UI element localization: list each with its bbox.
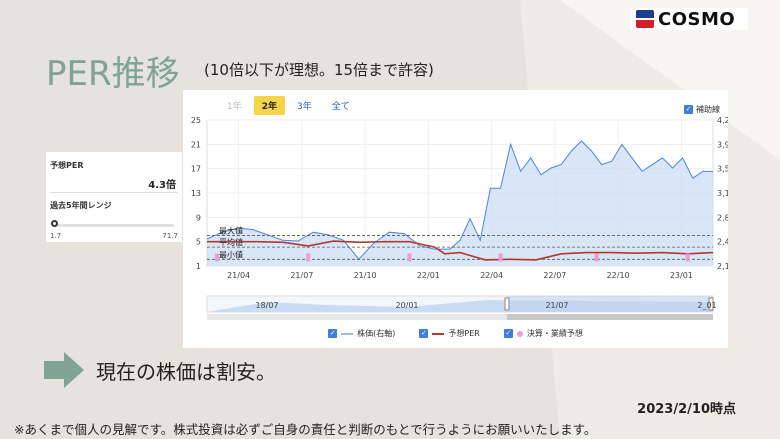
navigator-selection xyxy=(507,296,713,312)
legend-dot-swatch xyxy=(516,330,523,337)
conclusion-text: 現在の株価は割安。 xyxy=(96,360,276,384)
legend-price[interactable]: ✓ 株価(右軸) xyxy=(328,328,395,339)
range-marker xyxy=(51,220,58,227)
x-tick-label: 21/04 xyxy=(227,271,250,280)
divider xyxy=(50,192,178,193)
x-tick-label: 22/10 xyxy=(607,271,630,280)
legend-per[interactable]: ✓ 予想PER xyxy=(419,328,480,339)
tab-all[interactable]: 全て xyxy=(331,102,350,112)
y-left-tick-label: 5 xyxy=(196,238,201,247)
range-bar xyxy=(54,224,174,227)
y-right-tick-label: 3,900 xyxy=(717,140,728,149)
x-ticks: 21/04 21/07 21/10 22/01 22/04 22/07 22/10 23/01 xyxy=(227,271,693,280)
checkbox-checked-icon[interactable]: ✓ xyxy=(503,329,513,338)
scrollbar-track xyxy=(207,314,713,320)
y-right-ticks: 2,100 2,460 2,820 3,180 3,540 3,900 4,260 xyxy=(717,116,728,271)
y-right-tick-label: 4,260 xyxy=(717,116,728,125)
event-marker xyxy=(407,253,412,262)
price-area xyxy=(207,141,713,266)
legend-line-swatch xyxy=(341,332,354,335)
range-max: 71.7 xyxy=(162,232,178,240)
as-of-date: 2023/2/10時点 xyxy=(637,402,736,417)
company-logo: COSMO xyxy=(630,8,748,30)
navigator-label: 20/01 xyxy=(395,301,418,310)
y-left-tick-label: 13 xyxy=(191,189,201,198)
page-subtitle: (10倍以下が理想。15倍まで許容) xyxy=(204,61,434,79)
range-min: 1.7 xyxy=(50,232,62,240)
navigator-handle-right xyxy=(708,297,714,311)
range-label: 過去5年間レンジ xyxy=(50,201,112,210)
page-title: PER推移 xyxy=(46,54,180,94)
y-right-tick-label: 3,540 xyxy=(717,165,728,174)
event-marker xyxy=(306,253,311,262)
event-marker xyxy=(215,253,220,262)
reference-label-min: 最小値 xyxy=(219,249,243,259)
checkbox-checked-icon[interactable]: ✓ xyxy=(684,105,693,114)
per-summary-panel: 予想PER 4.3倍 過去5年間レンジ 1.7 71.7 xyxy=(46,152,182,242)
y-right-tick-label: 3,180 xyxy=(717,189,728,198)
navigator-label: 2_01 xyxy=(697,301,716,310)
tab-2y[interactable]: 2年 xyxy=(253,96,285,115)
x-tick-label: 23/01 xyxy=(670,271,693,280)
y-left-tick-label: 21 xyxy=(191,140,201,149)
event-marker xyxy=(594,253,599,262)
per-line xyxy=(207,240,714,261)
aux-line-toggle[interactable]: ✓ 補助線 xyxy=(684,104,720,115)
arrow-right-icon xyxy=(44,352,84,388)
tab-1y[interactable]: 1年 xyxy=(227,102,242,112)
logo-mark-icon xyxy=(636,10,654,28)
scrollbar-thumb xyxy=(507,314,713,320)
legend-line-swatch xyxy=(432,332,445,335)
x-tick-label: 22/01 xyxy=(417,271,440,280)
legend-events-label: 決算・業績予想 xyxy=(526,329,583,338)
event-markers xyxy=(215,253,690,262)
logo-text: COSMO xyxy=(658,8,736,30)
y-left-tick-label: 1 xyxy=(196,262,201,271)
per-chart-panel: 1年 2年 3年 全て ✓ 補助線 最大値 平均値 最小値 1 5 9 13 17 21 25 … xyxy=(183,90,728,348)
range-navigator[interactable]: 18/07 20/01 21/07 2_01 xyxy=(206,295,717,320)
event-marker xyxy=(685,253,690,262)
x-tick-label: 22/04 xyxy=(480,271,503,280)
navigator-label: 18/07 xyxy=(255,301,278,310)
y-right-tick-label: 2,460 xyxy=(717,238,728,247)
y-right-tick-label: 2,100 xyxy=(717,262,728,271)
y-left-tick-label: 9 xyxy=(196,213,201,222)
x-tick-label: 21/10 xyxy=(354,271,377,280)
x-tick-label: 21/07 xyxy=(290,271,313,280)
checkbox-checked-icon[interactable]: ✓ xyxy=(328,329,338,338)
reference-label-max: 最大値 xyxy=(219,226,243,236)
tab-3y[interactable]: 3年 xyxy=(297,102,312,112)
legend-per-label: 予想PER xyxy=(448,329,480,338)
forecast-per-label: 予想PER xyxy=(50,161,84,170)
event-marker xyxy=(498,253,503,262)
chart-legend: ✓ 株価(右軸) ✓ 予想PER ✓ 決算・業績予想 xyxy=(183,328,728,339)
checkbox-checked-icon[interactable]: ✓ xyxy=(419,329,429,338)
y-left-ticks: 1 5 9 13 17 21 25 xyxy=(191,116,201,271)
period-tabs: 1年 2年 3年 全て xyxy=(219,96,358,115)
navigator-handle-left xyxy=(504,297,510,311)
legend-price-label: 株価(右軸) xyxy=(357,329,396,338)
aux-line-label: 補助線 xyxy=(696,105,720,114)
x-tick-label: 22/07 xyxy=(543,271,566,280)
legend-events[interactable]: ✓ 決算・業績予想 xyxy=(503,328,583,339)
price-line xyxy=(206,140,713,260)
y-right-tick-label: 2,820 xyxy=(717,213,728,222)
navigator-label: 21/07 xyxy=(545,301,568,310)
disclaimer-text: ※あくまで個人の見解です。株式投資は必ずご自身の責任と判断のもとで行うようにお願… xyxy=(14,422,597,437)
y-left-tick-label: 25 xyxy=(191,116,201,125)
forecast-per-value: 4.3倍 xyxy=(148,180,176,191)
y-left-tick-label: 17 xyxy=(191,165,201,174)
